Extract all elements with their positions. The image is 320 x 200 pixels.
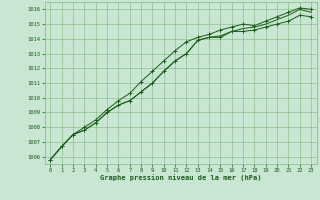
X-axis label: Graphe pression niveau de la mer (hPa): Graphe pression niveau de la mer (hPa) [100,175,261,181]
